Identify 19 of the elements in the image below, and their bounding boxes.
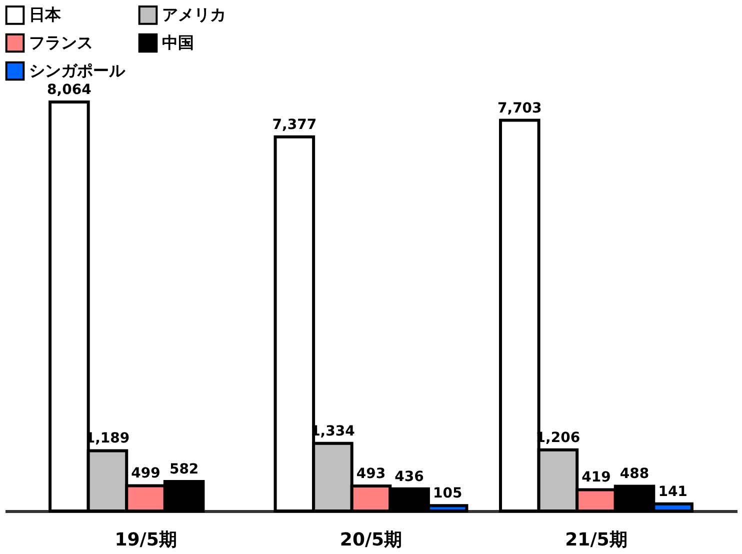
data-label: 419 <box>582 470 611 486</box>
legend-label: フランス <box>29 33 93 52</box>
legend-label: 中国 <box>162 33 194 52</box>
legend-label: 日本 <box>29 5 62 24</box>
data-label: 7,377 <box>272 116 317 133</box>
x-tick-label: 21/5期 <box>565 530 628 550</box>
x-tick-label: 19/5期 <box>114 530 177 550</box>
x-tick-label: 20/5期 <box>340 530 402 550</box>
data-label: 493 <box>356 466 386 482</box>
data-label: 105 <box>432 486 462 502</box>
data-label: 488 <box>620 466 650 482</box>
data-label: 436 <box>394 468 424 485</box>
data-label: 499 <box>131 466 160 482</box>
legend-label: シンガポール <box>29 61 126 80</box>
data-label: 7,703 <box>498 100 542 116</box>
legend-label: アメリカ <box>162 5 226 24</box>
data-label: 141 <box>658 484 688 500</box>
data-label: 582 <box>169 461 199 478</box>
data-label: 8,064 <box>47 82 92 98</box>
